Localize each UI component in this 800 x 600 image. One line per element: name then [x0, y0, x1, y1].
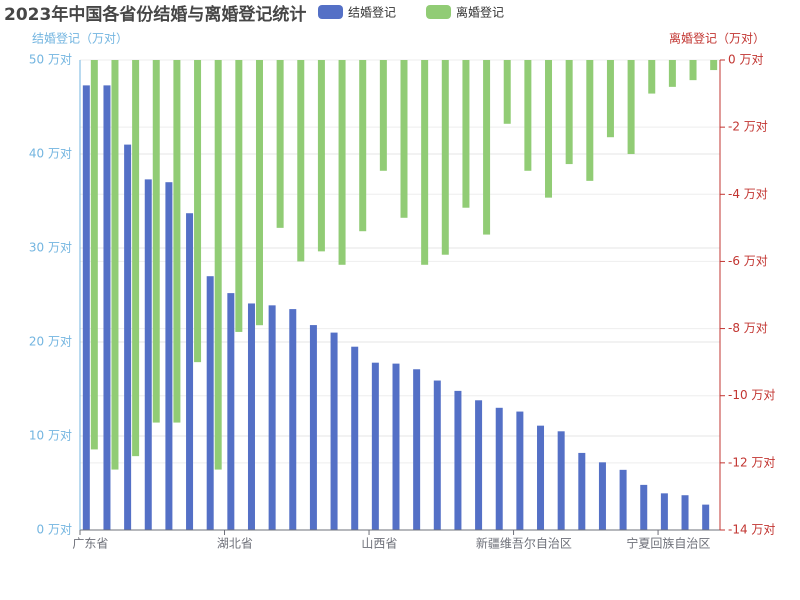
bar — [689, 60, 697, 81]
bar — [710, 60, 718, 71]
bar — [606, 60, 614, 138]
bar — [124, 144, 132, 530]
y2-tick-label: 0 万对 — [728, 53, 763, 67]
bar — [557, 431, 565, 530]
legend-label: 离婚登记 — [456, 5, 504, 20]
x-tick-label: 新疆维吾尔自治区 — [476, 536, 572, 551]
y2-tick-label: -12 万对 — [728, 455, 775, 469]
x-tick-label: 湖北省 — [217, 536, 253, 551]
y2-axis-title: 离婚登记（万对） — [669, 31, 765, 46]
bar — [351, 346, 359, 530]
x-tick-label: 宁夏回族自治区 — [626, 536, 710, 551]
bar — [537, 425, 545, 530]
bar — [268, 305, 276, 530]
bar — [640, 484, 648, 530]
y2-tick-label: -4 万对 — [728, 187, 768, 201]
bar — [483, 60, 491, 235]
bar — [317, 60, 325, 252]
bar — [309, 325, 317, 530]
y2-tick-label: -8 万对 — [728, 321, 768, 335]
bar — [214, 60, 222, 470]
y2-tick-label: -14 万对 — [728, 523, 775, 537]
y-tick-label: 30 万对 — [29, 241, 72, 255]
bar — [165, 182, 173, 530]
bar — [681, 495, 689, 530]
bar — [598, 462, 606, 530]
bar — [413, 369, 421, 530]
bar — [433, 380, 441, 530]
bar — [144, 179, 152, 530]
bar — [206, 276, 214, 530]
y-tick-label: 50 万对 — [29, 53, 72, 67]
bar — [82, 85, 90, 530]
bar — [668, 60, 676, 87]
bar — [648, 60, 656, 94]
bar — [441, 60, 449, 255]
bar — [702, 504, 710, 530]
bar — [462, 60, 470, 208]
bar — [173, 60, 181, 423]
chart-title: 2023年中国各省份结婚与离婚登记统计 — [4, 4, 306, 25]
bar — [660, 493, 668, 530]
bar — [359, 60, 367, 232]
bar — [276, 60, 284, 228]
bar — [495, 407, 503, 530]
bar — [516, 411, 524, 530]
legend-label: 结婚登记 — [348, 5, 396, 20]
bar — [152, 60, 160, 423]
bar — [503, 60, 511, 124]
bar — [330, 332, 338, 530]
legend-swatch — [318, 5, 343, 19]
bar — [338, 60, 346, 265]
bar — [565, 60, 573, 165]
bar — [619, 469, 627, 530]
y-tick-label: 40 万对 — [29, 147, 72, 161]
bar — [524, 60, 532, 171]
bar — [545, 60, 553, 198]
bar — [475, 400, 483, 530]
bar — [289, 309, 297, 530]
bar — [371, 362, 379, 530]
bar — [247, 303, 255, 530]
bar — [421, 60, 429, 265]
legend-swatch — [426, 5, 452, 19]
bar — [186, 213, 194, 530]
x-tick-label: 广东省 — [72, 537, 108, 551]
bar — [103, 85, 111, 530]
y-axis-title: 结婚登记（万对） — [32, 31, 128, 46]
bar — [627, 60, 635, 154]
bar — [194, 60, 202, 363]
bar — [297, 60, 305, 262]
bar — [379, 60, 387, 171]
bar — [90, 60, 98, 450]
bar — [454, 390, 462, 530]
bar — [111, 60, 119, 470]
y-tick-label: 20 万对 — [29, 335, 72, 349]
bar — [400, 60, 408, 218]
bar — [586, 60, 594, 181]
y2-tick-label: -2 万对 — [728, 120, 768, 134]
y-tick-label: 10 万对 — [29, 429, 72, 443]
y2-tick-label: -10 万对 — [728, 388, 775, 402]
bar — [227, 293, 235, 530]
y2-tick-label: -6 万对 — [728, 254, 768, 268]
bar — [235, 60, 243, 332]
y-tick-label: 0 万对 — [37, 523, 72, 537]
bar — [392, 363, 400, 530]
x-tick-label: 山西省 — [361, 537, 397, 551]
bar — [255, 60, 263, 326]
bar — [132, 60, 140, 457]
bar — [578, 452, 586, 530]
